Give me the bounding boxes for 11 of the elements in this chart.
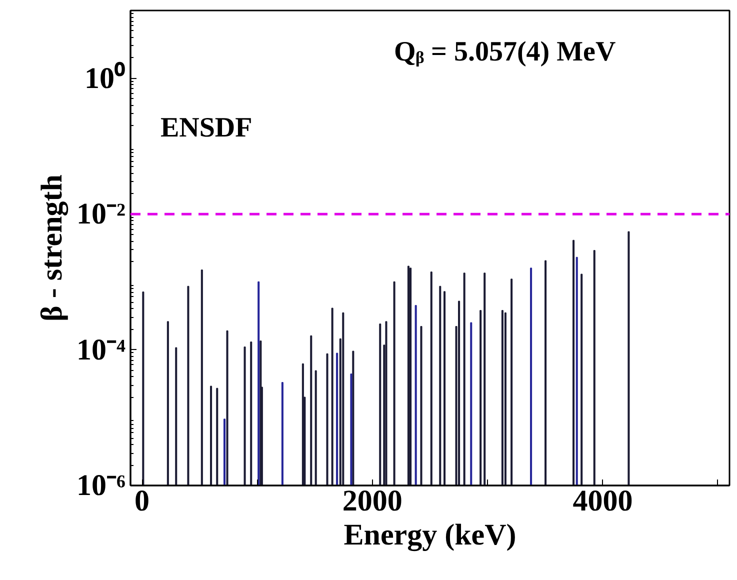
x-tick-label: 0: [134, 484, 150, 518]
y-tick-label: 10⁻⁶: [76, 469, 126, 502]
x-tick-label: 4000: [572, 484, 633, 518]
x-tick-label: 2000: [342, 484, 402, 518]
y-tick-label: 10⁻²: [76, 198, 126, 231]
y-axis-title: β - strength: [36, 174, 69, 322]
x-axis-title: Energy (keV): [344, 518, 516, 552]
annotation: Qᵦ = 5.057(4) MeV: [394, 36, 616, 68]
annotation: ENSDF: [160, 112, 252, 144]
y-tick-label: 10⁰: [84, 60, 126, 95]
y-tick-label: 10⁻⁴: [76, 333, 126, 366]
